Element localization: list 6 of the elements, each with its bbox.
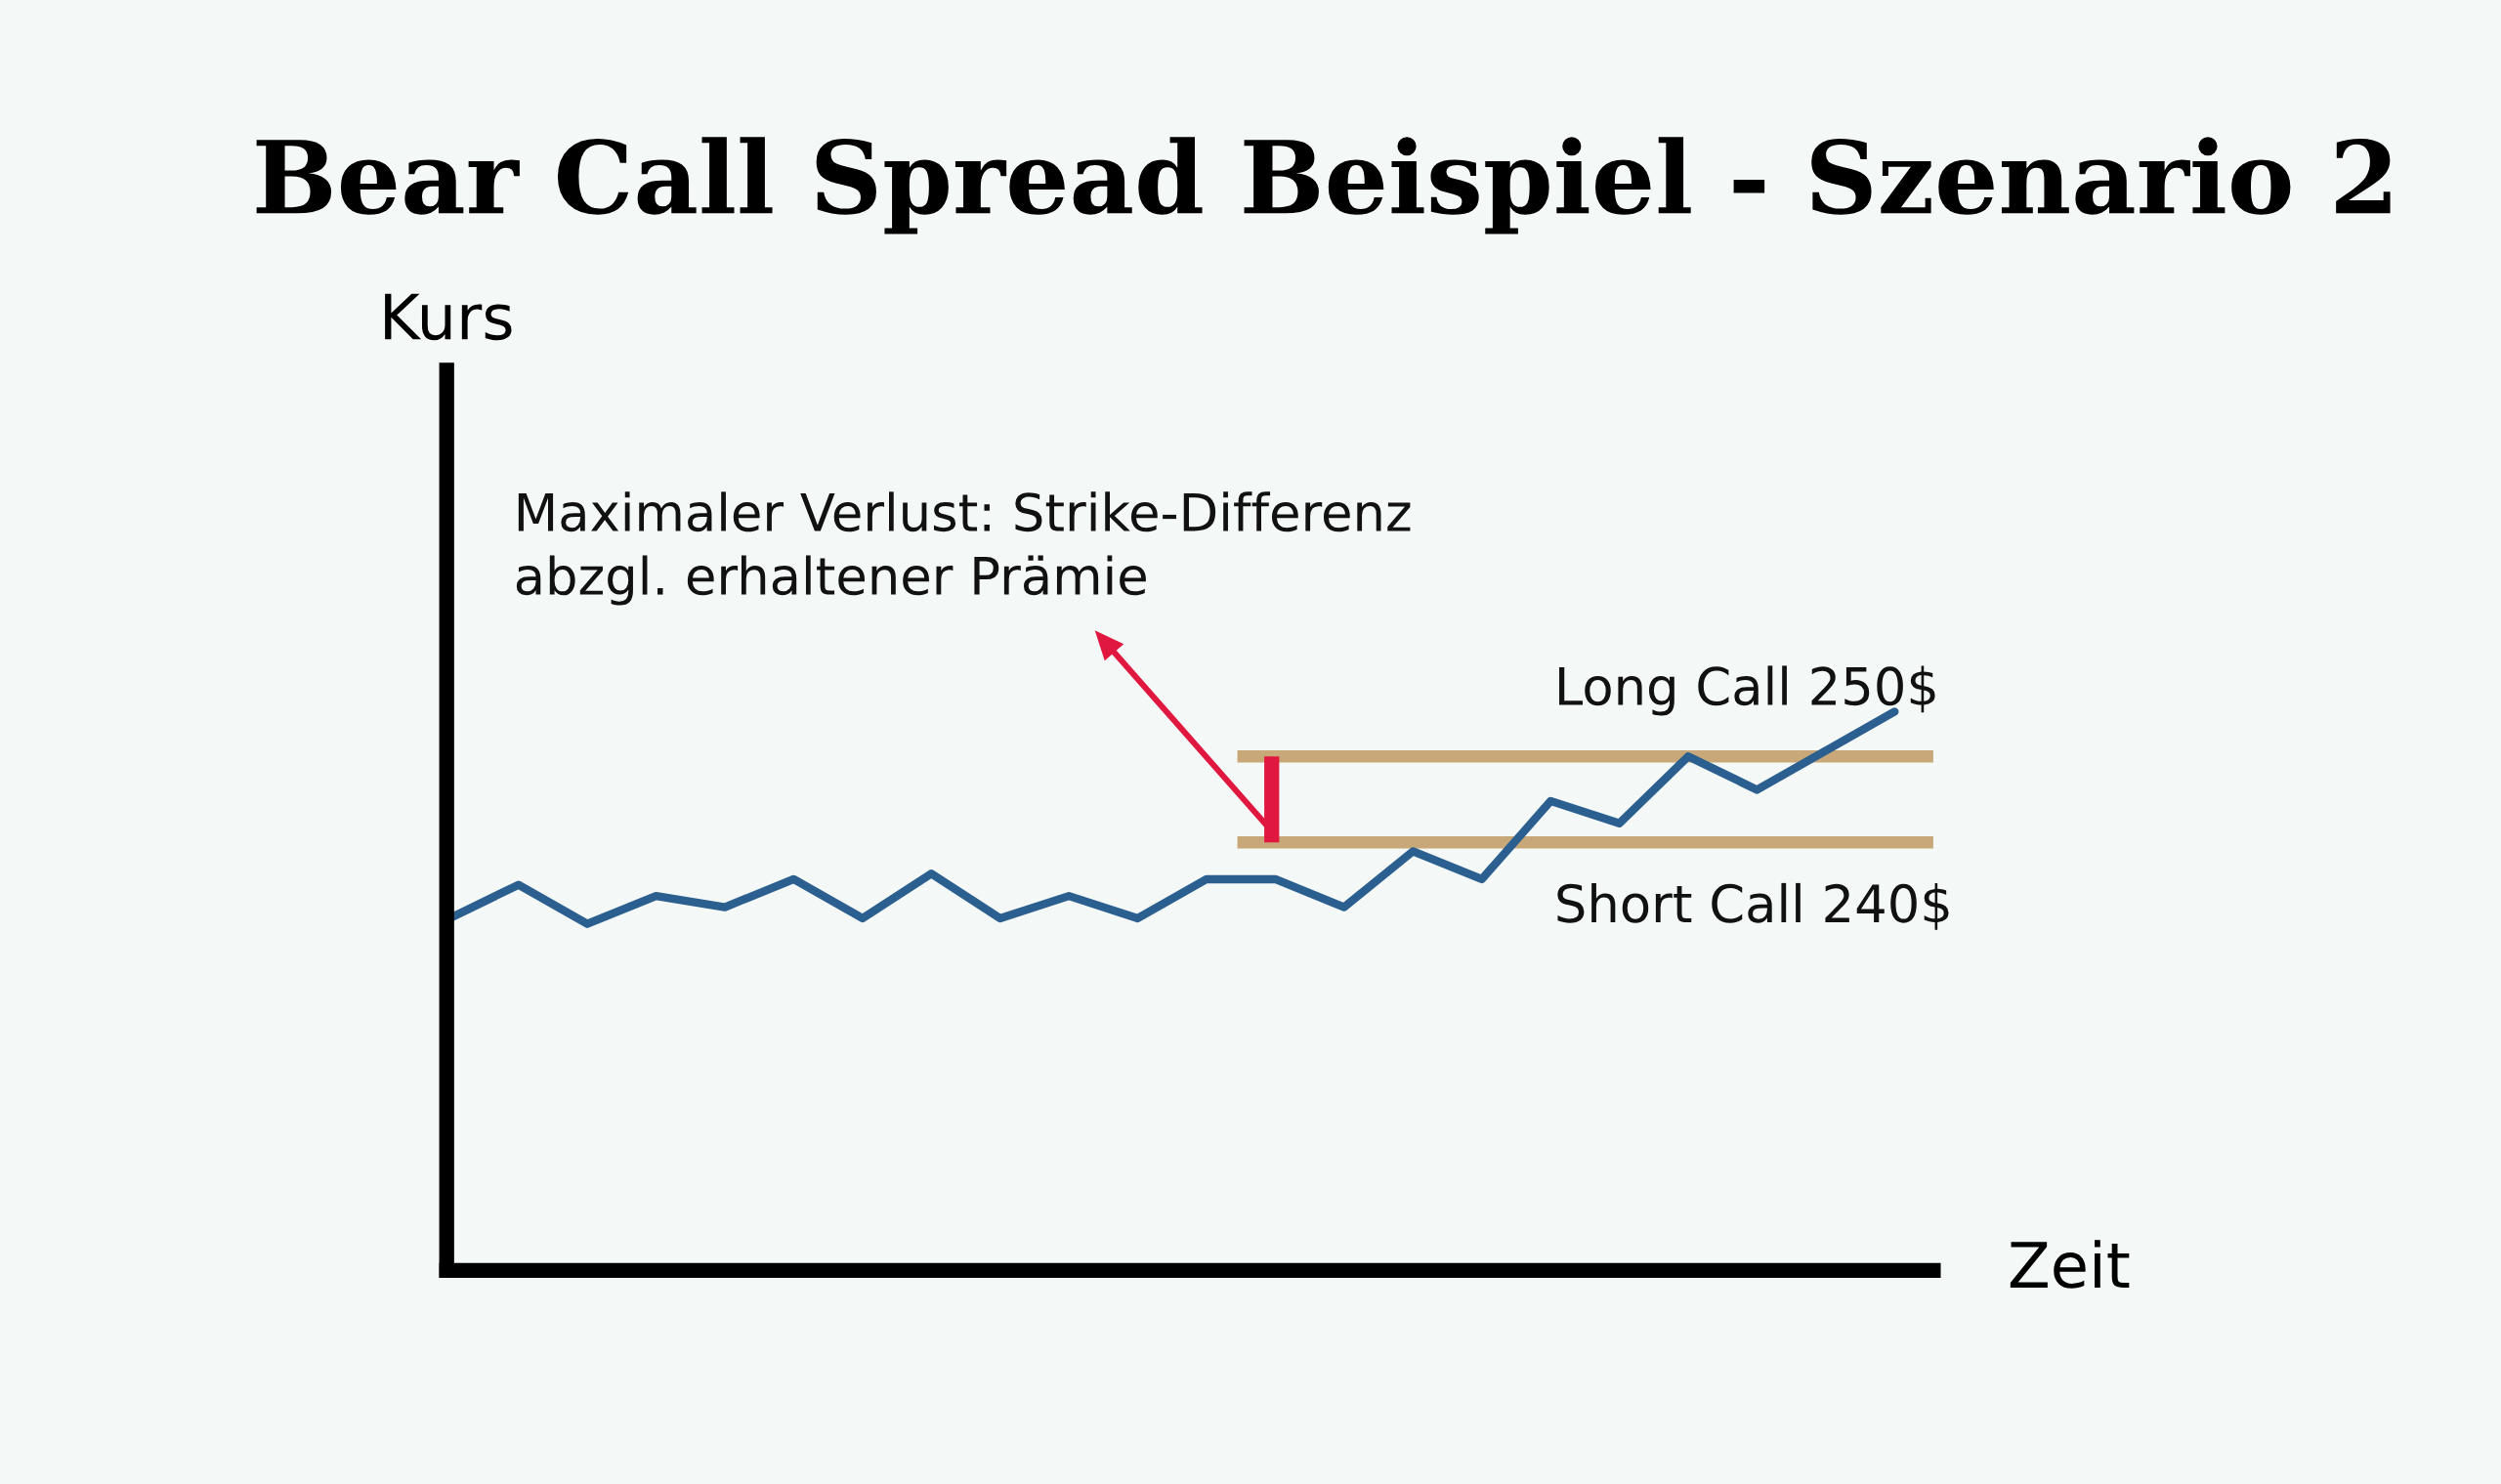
ref-line-label: Short Call 240$	[1557, 882, 1949, 930]
text: Maximaler Verlust: Strike-Differenz abzgl. erhaltener Prämie	[516, 491, 1411, 606]
text: Kurs	[385, 293, 512, 341]
chart-title: Bear Call Spread Beispiel - Szenario 2	[256, 137, 2391, 234]
x-axis-title: Zeit	[2010, 1240, 2130, 1289]
ref-line-label: Long Call 250$	[1559, 665, 1935, 716]
